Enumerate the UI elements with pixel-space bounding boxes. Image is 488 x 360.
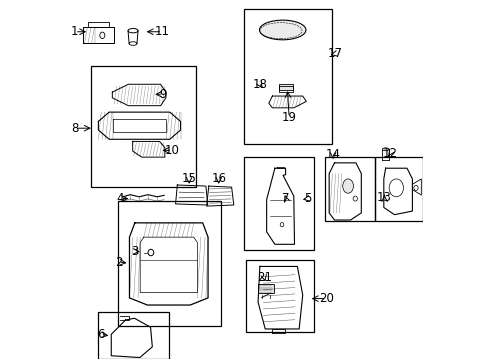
- Text: 3: 3: [130, 245, 138, 258]
- Ellipse shape: [259, 20, 305, 40]
- Text: 4: 4: [117, 192, 124, 205]
- Text: 15: 15: [182, 172, 196, 185]
- Text: 1: 1: [71, 25, 79, 38]
- Bar: [91, 66, 196, 187]
- Bar: [258, 284, 273, 293]
- Text: 17: 17: [326, 48, 342, 60]
- Bar: [98, 312, 169, 359]
- Text: 6: 6: [97, 328, 104, 341]
- Ellipse shape: [342, 179, 353, 193]
- Bar: [278, 84, 292, 90]
- Bar: [244, 157, 313, 249]
- Bar: [374, 157, 422, 221]
- Text: 14: 14: [325, 148, 340, 161]
- Text: 20: 20: [319, 292, 333, 305]
- Bar: [246, 260, 313, 332]
- Text: 11: 11: [155, 25, 169, 38]
- Text: 7: 7: [282, 192, 289, 205]
- Bar: [324, 157, 374, 221]
- Text: 2: 2: [115, 256, 122, 269]
- Text: 16: 16: [211, 172, 226, 185]
- Bar: [244, 9, 331, 144]
- Text: 9: 9: [159, 88, 166, 101]
- Text: 19: 19: [281, 111, 296, 124]
- Text: 21: 21: [256, 271, 271, 284]
- Text: 13: 13: [376, 192, 391, 204]
- Text: 10: 10: [164, 144, 180, 157]
- Bar: [118, 202, 221, 327]
- Text: 8: 8: [71, 122, 79, 135]
- Text: 12: 12: [382, 147, 397, 160]
- Text: 5: 5: [304, 192, 311, 205]
- Text: 18: 18: [252, 78, 267, 91]
